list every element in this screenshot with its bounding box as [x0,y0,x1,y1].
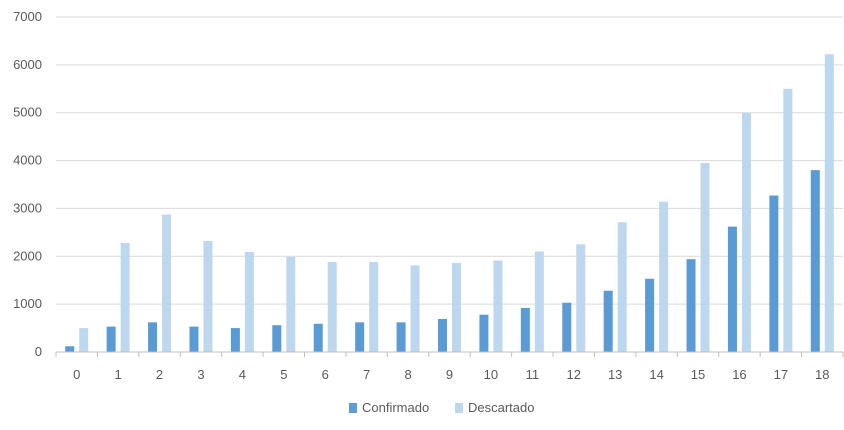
x-axis [55,351,844,357]
bar-confirmado-3 [189,326,199,352]
bar-descartado-12 [576,244,586,352]
x-tick-label: 3 [197,367,204,382]
y-axis-tick-labels: 0 1000 2000 3000 4000 5000 6000 7000 [13,9,42,359]
bar-confirmado-7 [355,322,365,352]
bar-descartado-6 [327,262,337,352]
bar-confirmado-16 [727,226,737,352]
x-tick-label: 9 [446,367,453,382]
bar-descartado-2 [162,214,172,352]
x-tick-label: 18 [815,367,829,382]
y-tick-label: 5000 [13,105,42,120]
x-tick-label: 12 [567,367,581,382]
y-tick-label: 3000 [13,200,42,215]
legend-label-confirmado: Confirmado [362,400,429,415]
x-tick-label: 4 [239,367,246,382]
bar-confirmado-0 [65,346,75,352]
bar-descartado-17 [783,88,793,353]
bar-confirmado-2 [148,322,158,352]
x-tick-label: 7 [363,367,370,382]
y-tick-label: 2000 [13,248,42,263]
bar-descartado-3 [203,240,213,352]
bars [65,54,834,353]
x-tick-label: 6 [322,367,329,382]
x-tick-label: 17 [774,367,788,382]
bar-confirmado-14 [645,278,655,352]
y-tick-label: 0 [35,344,42,359]
x-tick-label: 0 [73,367,80,382]
x-tick-label: 14 [649,367,663,382]
bar-descartado-10 [493,260,503,352]
bar-descartado-11 [534,251,544,352]
bar-descartado-14 [659,201,669,352]
bar-confirmado-6 [313,323,323,352]
bar-confirmado-8 [396,322,406,352]
x-tick-label: 2 [156,367,163,382]
x-tick-label: 13 [608,367,622,382]
bar-descartado-7 [369,262,379,352]
x-axis-tick-labels: 0 1 2 3 4 5 6 7 8 9 10 11 12 13 14 15 16 17 18 [73,367,829,382]
x-tick-label: 5 [280,367,287,382]
bar-confirmado-11 [520,307,530,352]
bar-confirmado-5 [272,325,282,352]
bar-descartado-18 [824,54,834,352]
x-tick-label: 15 [691,367,705,382]
bar-descartado-15 [700,162,710,352]
x-tick-label: 11 [526,367,540,382]
bar-descartado-9 [452,262,461,352]
bar-descartado-16 [741,112,751,352]
bar-confirmado-9 [438,318,447,352]
y-tick-label: 4000 [13,153,42,168]
bar-descartado-0 [79,328,89,352]
bar-descartado-1 [120,242,130,352]
bar-descartado-5 [286,256,296,352]
x-tick-label: 8 [404,367,411,382]
bar-descartado-13 [617,222,627,352]
x-tick-label: 10 [484,367,498,382]
bar-confirmado-18 [810,170,820,352]
bar-confirmado-13 [603,290,613,352]
y-tick-label: 7000 [13,9,42,24]
y-tick-label: 1000 [13,296,42,311]
bar-descartado-8 [410,265,420,352]
legend-swatch-confirmado [349,403,357,413]
bar-confirmado-4 [230,328,240,352]
legend-label-descartado: Descartado [468,400,534,415]
x-tick-label: 16 [732,367,746,382]
legend: Confirmado Descartado [349,400,534,415]
bar-confirmado-15 [686,259,696,352]
grid-lines [56,16,843,305]
legend-swatch-descartado [455,403,463,413]
bar-confirmado-12 [562,302,572,352]
x-tick-label: 1 [115,367,122,382]
bar-confirmado-17 [769,195,779,352]
bar-confirmado-1 [106,326,116,352]
y-tick-label: 6000 [13,57,42,72]
bar-confirmado-10 [479,314,489,352]
bar-descartado-4 [244,251,254,352]
